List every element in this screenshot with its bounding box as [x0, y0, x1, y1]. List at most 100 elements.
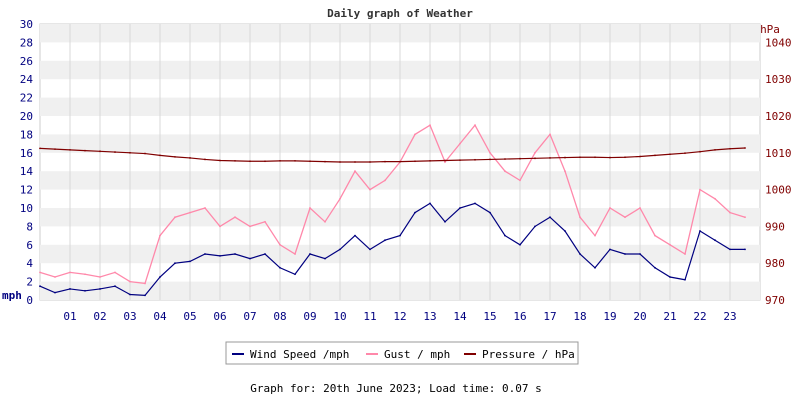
x-tick-label: 17	[543, 310, 556, 323]
data-point	[309, 253, 311, 255]
series-0	[39, 202, 746, 297]
data-point	[504, 158, 506, 160]
data-point	[249, 160, 251, 163]
data-point	[144, 294, 146, 297]
data-point	[279, 159, 281, 162]
data-point	[339, 161, 341, 163]
data-point	[414, 160, 416, 163]
data-point	[99, 276, 101, 278]
data-point	[564, 230, 566, 232]
data-point	[219, 159, 221, 162]
data-point	[384, 160, 386, 163]
data-point	[699, 150, 701, 153]
data-point	[159, 234, 161, 237]
data-point	[699, 188, 701, 191]
left-tick-label: 30	[20, 18, 33, 31]
data-point	[369, 248, 371, 251]
data-point	[84, 289, 86, 292]
data-point	[444, 161, 446, 163]
left-tick-label: 28	[20, 36, 33, 49]
data-point	[174, 216, 176, 219]
data-point	[444, 220, 446, 223]
data-point	[594, 266, 596, 269]
x-tick-label: 06	[213, 310, 226, 323]
right-tick-label: 1010	[765, 147, 792, 160]
data-point	[729, 147, 731, 150]
legend-label: Gust / mph	[384, 348, 450, 361]
x-tick-label: 08	[273, 310, 286, 323]
series-1	[39, 124, 746, 285]
data-point	[354, 161, 356, 163]
data-point	[519, 157, 521, 160]
data-point	[639, 155, 641, 158]
left-tick-label: 8	[26, 220, 33, 233]
data-point	[294, 273, 296, 276]
data-point	[564, 156, 566, 159]
data-point	[384, 239, 386, 242]
data-point	[264, 220, 266, 223]
x-tick-label: 07	[243, 310, 256, 323]
data-point	[309, 160, 311, 163]
data-point	[459, 159, 461, 162]
x-tick-label: 19	[603, 310, 616, 323]
x-tick-label: 20	[633, 310, 646, 323]
data-point	[684, 278, 686, 281]
data-point	[414, 133, 416, 136]
data-point	[189, 157, 191, 159]
data-point	[714, 239, 716, 242]
left-axis-label: mph	[2, 289, 22, 302]
data-point	[519, 243, 521, 246]
data-point	[609, 248, 611, 251]
x-tick-label: 22	[693, 310, 706, 323]
data-point	[324, 220, 326, 223]
data-point	[159, 154, 161, 157]
data-point	[714, 197, 716, 200]
left-tick-label: 16	[20, 147, 33, 160]
x-tick-label: 05	[183, 310, 196, 323]
data-point	[204, 253, 206, 255]
x-tick-label: 21	[663, 310, 676, 323]
data-point	[684, 152, 686, 155]
data-point	[624, 216, 626, 219]
data-point	[234, 159, 236, 162]
data-point	[744, 147, 746, 149]
data-point	[534, 157, 536, 160]
left-tick-label: 14	[20, 165, 34, 178]
left-tick-label: 6	[26, 239, 33, 252]
legend-label: Wind Speed /mph	[250, 348, 349, 361]
data-point	[189, 260, 191, 263]
data-point	[84, 149, 86, 152]
x-tick-label: 23	[723, 310, 736, 323]
data-point	[744, 216, 746, 219]
data-point	[549, 133, 551, 136]
data-point	[99, 150, 101, 153]
x-tick-label: 09	[303, 310, 316, 323]
legend-box	[225, 341, 579, 365]
right-tick-label: 1030	[765, 73, 792, 86]
data-point	[219, 254, 221, 257]
series-line	[39, 147, 746, 163]
data-point	[624, 253, 626, 255]
data-point	[309, 207, 311, 209]
footer-text: Graph for: 20th June 2023; Load time: 0.…	[250, 382, 541, 395]
x-tick-label: 04	[153, 310, 167, 323]
x-tick-label: 16	[513, 310, 526, 323]
data-point	[249, 225, 251, 228]
data-point	[489, 211, 491, 214]
data-point	[39, 285, 41, 288]
chart-title: Daily graph of Weather	[327, 7, 473, 20]
data-point	[579, 253, 581, 255]
data-point	[519, 179, 521, 182]
right-tick-label: 1020	[765, 110, 792, 123]
data-point	[714, 148, 716, 151]
data-point	[39, 271, 41, 274]
data-point	[444, 159, 446, 162]
data-point	[339, 197, 341, 200]
data-point	[129, 280, 131, 283]
data-point	[504, 170, 506, 173]
right-tick-label: 970	[765, 294, 785, 307]
data-point	[39, 147, 41, 150]
left-tick-label: 4	[26, 257, 33, 270]
data-point	[279, 266, 281, 269]
data-point	[579, 156, 581, 159]
